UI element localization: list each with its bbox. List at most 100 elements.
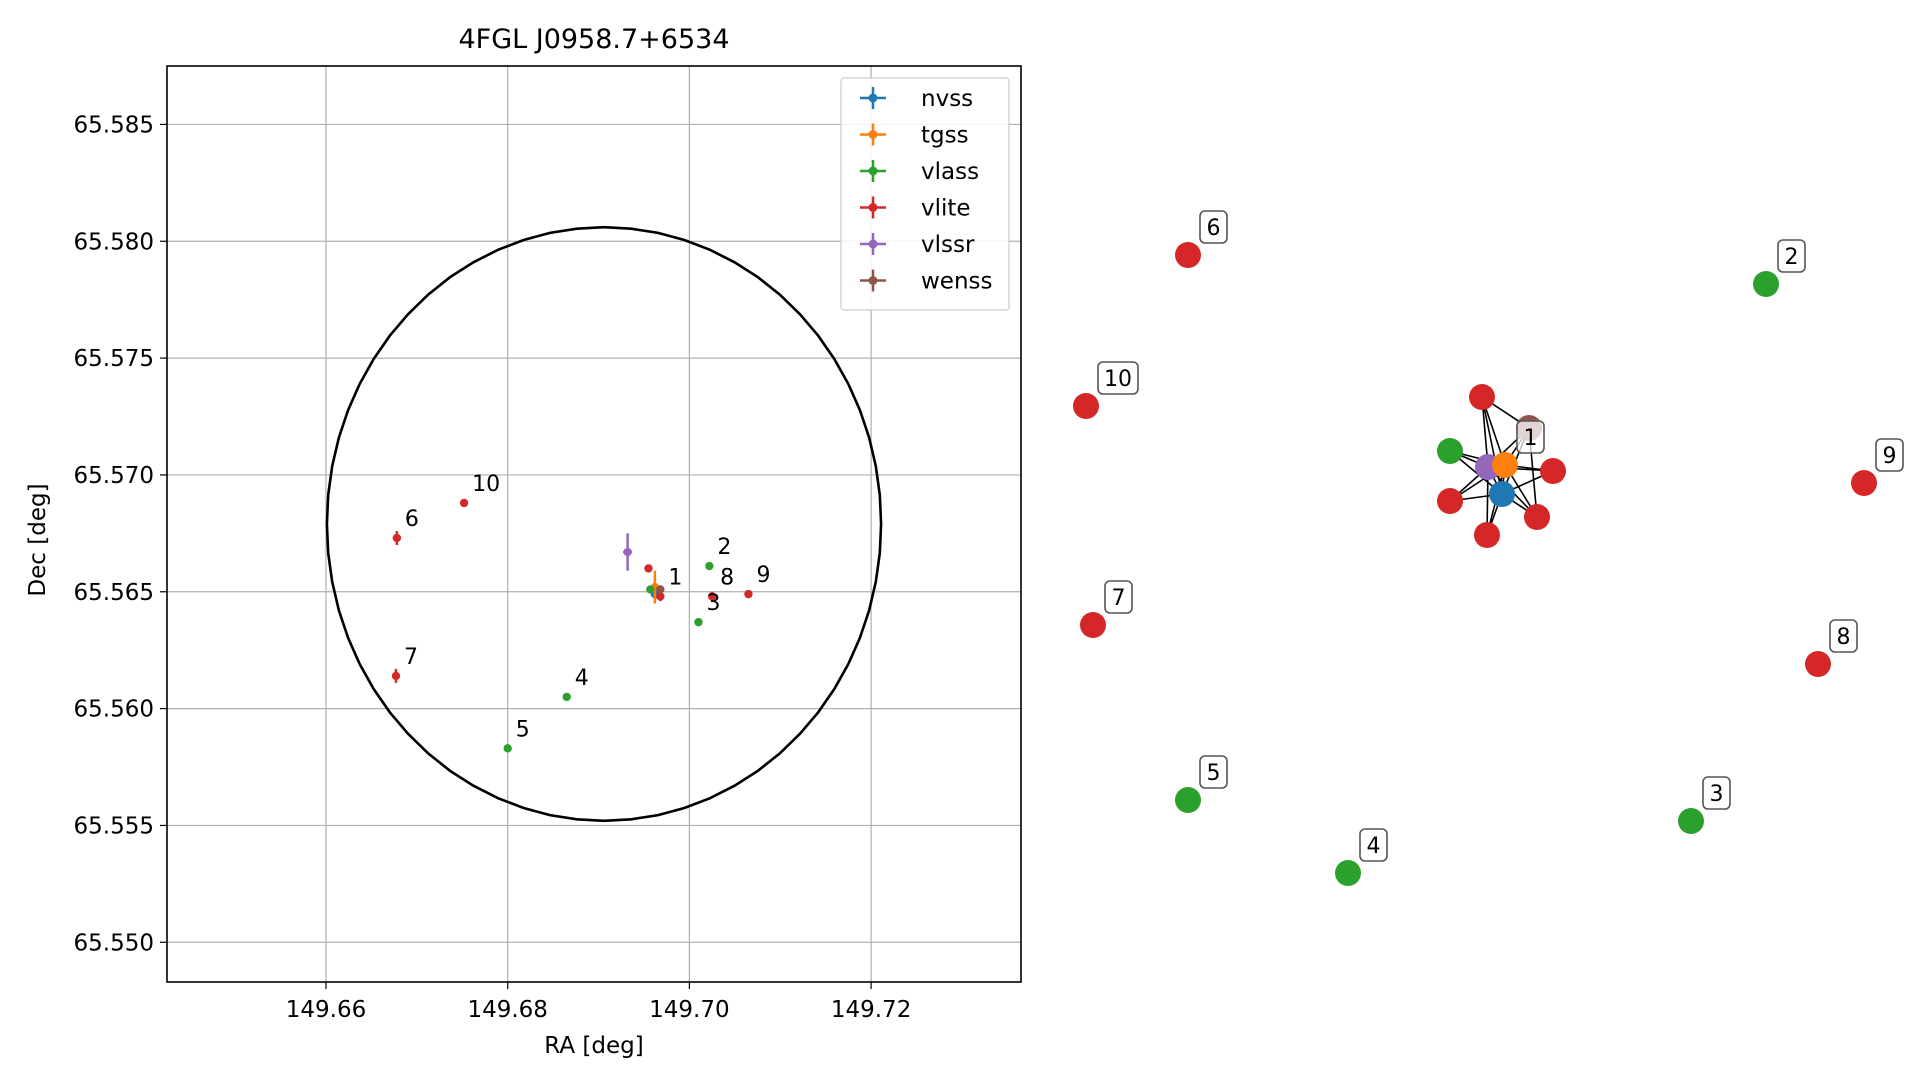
chart-title: 4FGL J0958.7+6534 (458, 24, 729, 55)
wenss-point (656, 585, 665, 594)
node-label-box-10 (1097, 361, 1139, 395)
node-label-5: 5 (1207, 761, 1221, 786)
node-label-box-3 (1702, 776, 1731, 810)
point-label-4: 4 (575, 666, 589, 691)
legend-marker-tgss (868, 130, 878, 139)
point-label-3: 3 (706, 591, 720, 616)
vlite-point (644, 564, 653, 573)
vlass-point (694, 617, 703, 627)
network-node-labels: 6 2 10 9 7 8 5 3 4 1 (1097, 210, 1904, 862)
vlite-point (707, 592, 717, 601)
point-label-9: 9 (756, 563, 770, 588)
legend-label-vlass: vlass (921, 159, 979, 185)
legend-label-nvss: nvss (921, 86, 973, 112)
network-nodes (1073, 242, 1877, 886)
y-tick-label: 65.575 (74, 346, 154, 372)
legend-label-tgss: tgss (921, 123, 969, 149)
point-label-2: 2 (717, 535, 731, 560)
vlass-point (562, 692, 571, 702)
legend-marker-wenss (868, 276, 878, 285)
node-label-box-6 (1199, 210, 1228, 244)
point-labels: 2 3 4 5 1 6 7 8 9 10 (404, 472, 771, 742)
network-node-c4 (1469, 384, 1495, 410)
vlass-point (705, 561, 714, 571)
legend-marker-vlite (868, 203, 878, 212)
localization-circle-line (325, 225, 883, 823)
point-label-7: 7 (404, 645, 418, 670)
network-node-10 (1073, 393, 1099, 419)
node-label-box-7 (1104, 580, 1133, 614)
network-node-c5 (1540, 458, 1566, 484)
x-tick-label: 149.68 (467, 997, 547, 1023)
legend: nvss tgss vlass vlite vlssr wenss (840, 77, 1010, 311)
vlite-point (392, 533, 402, 543)
y-tick-label: 65.550 (74, 930, 154, 956)
localization-circle (325, 225, 883, 823)
network-node-8 (1805, 651, 1831, 677)
network-node-2 (1753, 271, 1779, 297)
node-label-box-5 (1199, 755, 1228, 789)
network-node-9 (1851, 470, 1877, 496)
vlite-point (391, 671, 401, 681)
node-label-3: 3 (1710, 782, 1724, 807)
node-label-9: 9 (1883, 444, 1897, 469)
network-node-4 (1335, 860, 1361, 886)
x-tick-label: 149.72 (831, 997, 911, 1023)
x-axis-label: RA [deg] (544, 1033, 643, 1059)
vlass-point (646, 585, 655, 594)
point-label-10: 10 (472, 472, 500, 497)
y-tick-label: 65.565 (74, 580, 154, 606)
vlass-point (503, 744, 512, 753)
network-panel: 6 2 10 9 7 8 5 3 4 1 (1073, 210, 1904, 886)
point-label-6: 6 (405, 507, 419, 532)
y-tick-label: 65.555 (74, 813, 154, 839)
node-label-box-c2 (1516, 420, 1545, 454)
y-tick-label: 65.585 (74, 112, 154, 138)
node-label-2: 2 (1785, 245, 1799, 270)
node-label-box-2 (1777, 239, 1806, 273)
x-tick-label: 149.66 (286, 997, 366, 1023)
vlite-point (744, 589, 753, 599)
legend-marker-vlass (868, 166, 878, 176)
vlite-point (459, 498, 469, 508)
x-tick-label: 149.70 (649, 997, 729, 1023)
network-node-7 (1080, 612, 1106, 638)
node-label-box-4 (1359, 828, 1388, 862)
y-tick-label: 65.580 (74, 229, 154, 255)
node-label-box-9 (1875, 438, 1904, 472)
axis-ticks: 149.66 149.68 149.70 149.72 65.550 65.555 65.5… (74, 112, 912, 1023)
data-points (391, 498, 753, 753)
network-node-6 (1175, 242, 1201, 268)
y-tick-label: 65.570 (74, 463, 154, 489)
point-label-1: 1 (668, 565, 682, 590)
node-label-6: 6 (1207, 216, 1221, 241)
network-node-c2 (1492, 452, 1518, 478)
node-label-box-8 (1829, 619, 1858, 653)
legend-label-vlssr: vlssr (921, 232, 975, 258)
legend-label-wenss: wenss (921, 269, 993, 295)
vlite-point (656, 592, 665, 601)
node-label-8: 8 (1837, 625, 1851, 650)
legend-marker-vlssr (868, 239, 878, 249)
y-tick-label: 65.560 (74, 697, 154, 723)
node-label-7: 7 (1112, 586, 1126, 611)
network-node-5 (1175, 787, 1201, 813)
network-node-c6 (1437, 488, 1463, 514)
network-node-c7 (1474, 522, 1500, 548)
legend-label-vlite: vlite (921, 196, 971, 222)
legend-marker-nvss (868, 93, 878, 103)
legend-box (840, 77, 1010, 311)
node-label-10: 10 (1104, 367, 1132, 392)
network-node-c3 (1437, 438, 1463, 464)
point-label-5: 5 (516, 717, 530, 742)
node-label-4: 4 (1367, 834, 1381, 859)
node-label-c2: 1 (1524, 426, 1538, 451)
plot-frame (166, 65, 1022, 983)
network-node-c8 (1524, 504, 1550, 530)
network-node-c1 (1489, 481, 1515, 507)
y-axis-label: Dec [deg] (25, 483, 51, 596)
vlssr-point (623, 547, 632, 557)
network-node-3 (1678, 808, 1704, 834)
